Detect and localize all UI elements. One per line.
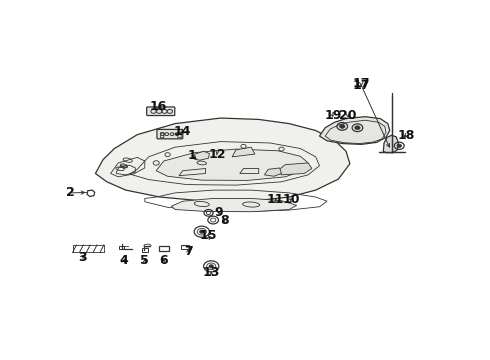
Text: 10: 10 [282, 193, 300, 206]
Text: 16: 16 [149, 100, 167, 113]
Circle shape [397, 144, 401, 148]
Polygon shape [278, 163, 312, 175]
Text: 11: 11 [267, 193, 285, 206]
Text: 17: 17 [352, 77, 370, 90]
Text: 1: 1 [188, 149, 196, 162]
Text: 14: 14 [174, 125, 192, 138]
Text: 8: 8 [220, 214, 229, 227]
Text: 12: 12 [208, 148, 226, 161]
Text: 5: 5 [141, 254, 149, 267]
Polygon shape [96, 118, 350, 201]
FancyBboxPatch shape [147, 107, 175, 116]
Text: 2: 2 [66, 186, 75, 199]
Polygon shape [265, 168, 281, 176]
Circle shape [340, 125, 345, 128]
Text: 18: 18 [397, 129, 415, 142]
Polygon shape [232, 147, 255, 157]
Polygon shape [172, 198, 297, 212]
Circle shape [200, 230, 204, 233]
Text: 20: 20 [339, 109, 357, 122]
Text: 15: 15 [200, 229, 218, 242]
Text: 4: 4 [120, 254, 128, 267]
Polygon shape [319, 117, 390, 144]
Text: 9: 9 [215, 206, 223, 219]
Text: 6: 6 [159, 254, 168, 267]
Circle shape [355, 126, 360, 130]
FancyBboxPatch shape [157, 129, 183, 139]
Polygon shape [194, 151, 209, 160]
Circle shape [209, 265, 213, 268]
Polygon shape [383, 135, 398, 153]
Text: 13: 13 [202, 266, 220, 279]
Text: 7: 7 [184, 245, 193, 258]
Text: 17: 17 [352, 79, 370, 92]
Text: 3: 3 [78, 251, 86, 264]
Polygon shape [156, 149, 308, 180]
Text: 19: 19 [324, 109, 342, 122]
